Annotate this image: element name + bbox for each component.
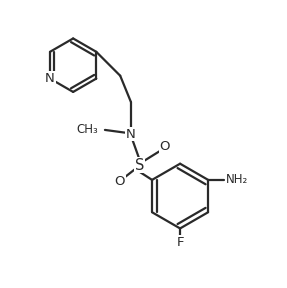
Text: O: O <box>114 175 125 188</box>
Text: N: N <box>126 128 136 141</box>
Text: O: O <box>159 140 170 153</box>
Text: S: S <box>135 158 144 173</box>
Text: CH₃: CH₃ <box>77 124 98 137</box>
Text: NH₂: NH₂ <box>226 173 248 186</box>
Text: N: N <box>45 72 55 85</box>
Text: F: F <box>176 236 184 249</box>
